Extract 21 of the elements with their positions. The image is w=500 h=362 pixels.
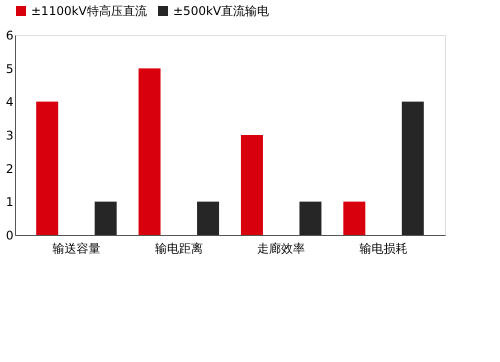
y-tick-label: 0 [6,228,14,242]
bar [299,202,322,235]
legend-label: ±500kV直流输电 [173,4,270,18]
y-tick-label: 2 [6,162,14,176]
y-tick-label: 3 [6,128,14,142]
y-tick-label: 6 [6,28,14,42]
bar [343,202,366,235]
x-tick-label: 输电损耗 [360,242,408,256]
y-tick-label: 4 [6,95,14,110]
legend-label: ±1100kV特高压直流 [31,4,147,18]
bar [197,202,220,235]
bar [138,68,161,235]
bar [240,135,263,235]
bar [94,202,117,235]
x-tick-label: 输电距离 [154,242,203,256]
y-tick-label: 5 [6,62,14,76]
bar [36,102,58,235]
bar [402,102,424,235]
x-tick-label: 走廊效率 [257,242,306,256]
y-tick-label: 1 [6,195,14,210]
x-tick-label: 输送容量 [52,242,100,256]
